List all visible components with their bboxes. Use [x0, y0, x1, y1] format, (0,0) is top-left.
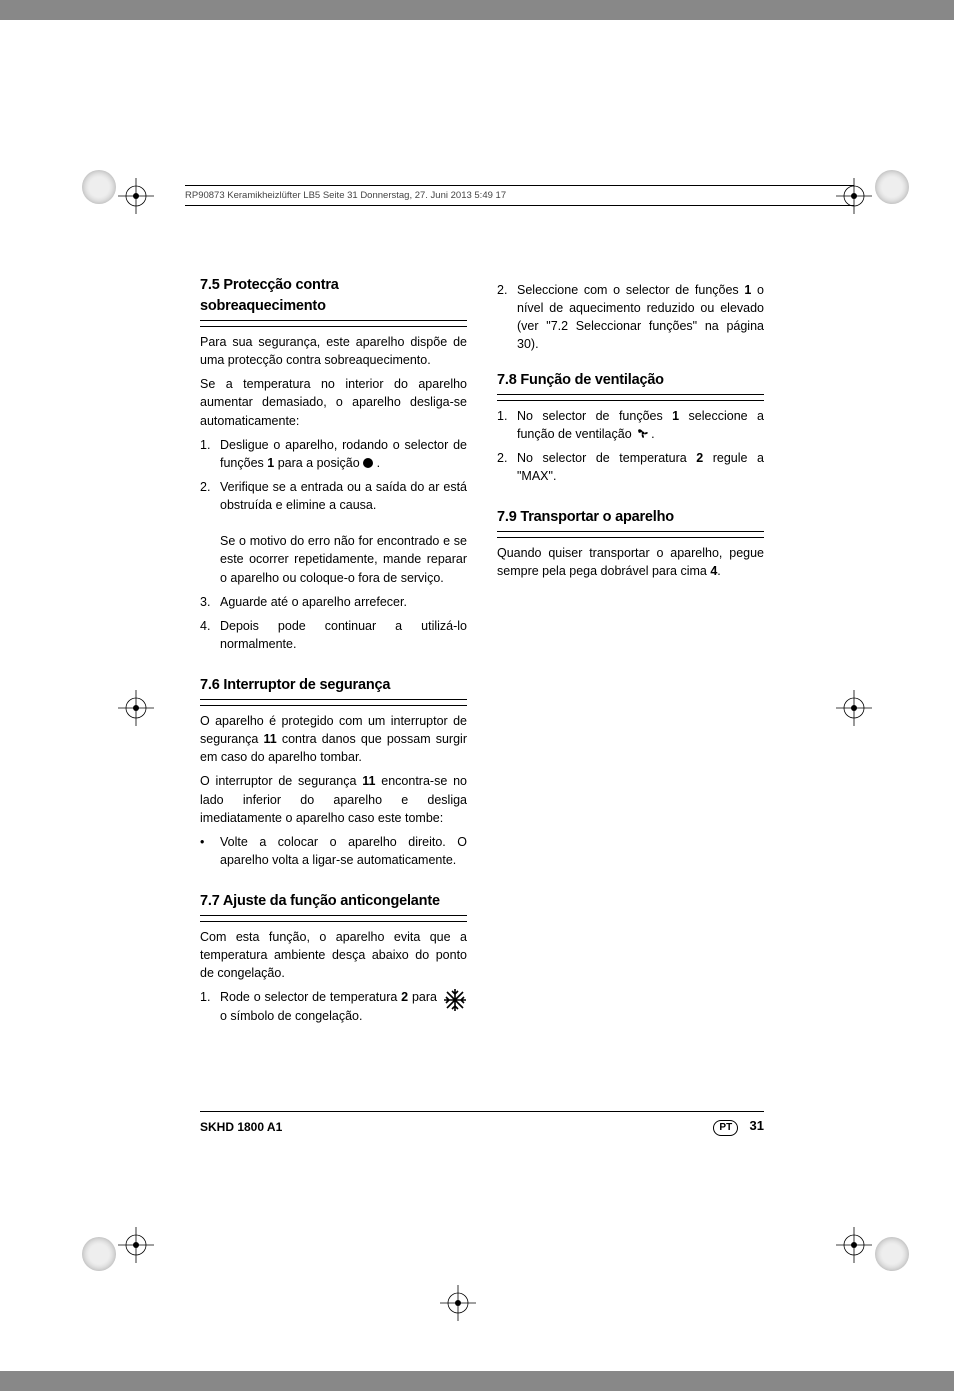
paragraph: Com esta função, o aparelho evita que a …: [200, 928, 467, 982]
numbered-list: 1.Desligue o aparelho, rodando o selecto…: [200, 436, 467, 653]
right-column: 2.Seleccione com o selector de funções 1…: [497, 275, 764, 1047]
section-77: 7.7 Ajuste da função anticongelante Com …: [200, 891, 467, 1025]
section-79: 7.9 Transportar o aparelho Quando quiser…: [497, 507, 764, 580]
list-item: 2.Seleccione com o selector de funções 1…: [497, 281, 764, 354]
registration-mark: [118, 690, 154, 726]
print-header: RP90873 Keramikheizlüfter LB5 Seite 31 D…: [185, 185, 854, 206]
footer-right: PT 31: [713, 1118, 764, 1136]
list-item: 1. Rode o selector de temperatura 2 para…: [200, 988, 467, 1024]
print-corner-mark: [875, 1237, 909, 1271]
print-corner-mark: [82, 1237, 116, 1271]
registration-mark: [118, 178, 154, 214]
section-heading: 7.9 Transportar o aparelho: [497, 507, 764, 538]
section-heading: 7.5 Protecção contra sobreaquecimento: [200, 275, 467, 327]
section-heading: 7.6 Interruptor de segurança: [200, 675, 467, 706]
fan-icon: [635, 425, 651, 441]
paragraph: Quando quiser transportar o aparelho, pe…: [497, 544, 764, 580]
page-content: 7.5 Protecção contra sobreaquecimento Pa…: [200, 275, 764, 1047]
list-item: •Volte a colocar o aparelho direito. O a…: [200, 833, 467, 869]
section-heading: 7.7 Ajuste da função anticongelante: [200, 891, 467, 922]
paragraph: Para sua segurança, este aparelho dispõe…: [200, 333, 467, 369]
registration-mark: [118, 1227, 154, 1263]
list-item: 4.Depois pode continuar a utilizá-lo nor…: [200, 617, 467, 653]
paragraph: Se a temperatura no interior do aparelho…: [200, 375, 467, 429]
print-corner-mark: [875, 170, 909, 204]
language-badge: PT: [713, 1120, 738, 1136]
numbered-list: 1.No selector de funções 1 seleccione a …: [497, 407, 764, 486]
section-75: 7.5 Protecção contra sobreaquecimento Pa…: [200, 275, 467, 653]
snowflake-icon: [443, 988, 467, 1012]
registration-mark: [836, 1227, 872, 1263]
list-item: 1.Desligue o aparelho, rodando o selecto…: [200, 436, 467, 472]
paragraph: O interruptor de segurança 11 encontra-s…: [200, 772, 467, 826]
registration-mark: [440, 1285, 476, 1321]
list-item: 2.No selector de temperatura 2 regule a …: [497, 449, 764, 485]
off-dot-icon: [363, 458, 373, 468]
list-item: 1.No selector de funções 1 seleccione a …: [497, 407, 764, 443]
page-footer: SKHD 1800 A1 PT 31: [200, 1111, 764, 1136]
bullet-list: •Volte a colocar o aparelho direito. O a…: [200, 833, 467, 869]
paragraph: O aparelho é protegido com um interrupto…: [200, 712, 467, 766]
page-number: 31: [750, 1118, 764, 1133]
print-corner-mark: [82, 170, 116, 204]
section-76: 7.6 Interruptor de segurança O aparelho …: [200, 675, 467, 869]
section-78: 7.8 Função de ventilação 1.No selector d…: [497, 370, 764, 486]
document-page: RP90873 Keramikheizlüfter LB5 Seite 31 D…: [0, 20, 954, 1371]
model-number: SKHD 1800 A1: [200, 1120, 282, 1134]
numbered-list: 2.Seleccione com o selector de funções 1…: [497, 281, 764, 354]
print-header-text: RP90873 Keramikheizlüfter LB5 Seite 31 D…: [185, 190, 506, 201]
registration-mark: [836, 690, 872, 726]
list-item: 3.Aguarde até o aparelho arrefecer.: [200, 593, 467, 611]
section-heading: 7.8 Função de ventilação: [497, 370, 764, 401]
left-column: 7.5 Protecção contra sobreaquecimento Pa…: [200, 275, 467, 1047]
list-item: 2.Verifique se a entrada ou a saída do a…: [200, 478, 467, 587]
numbered-list: 1. Rode o selector de temperatura 2 para…: [200, 988, 467, 1024]
